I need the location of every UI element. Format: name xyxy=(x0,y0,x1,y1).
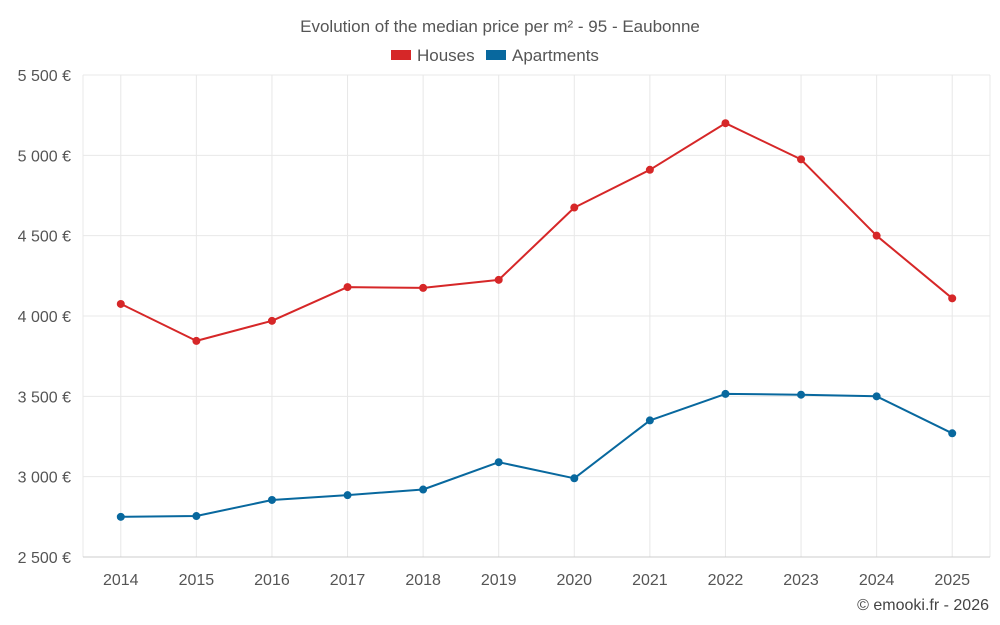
chart-title: Evolution of the median price per m² - 9… xyxy=(300,17,700,36)
data-point-houses xyxy=(267,316,276,325)
x-tick-label: 2016 xyxy=(254,572,290,589)
data-point-houses xyxy=(948,294,957,303)
data-point-houses xyxy=(721,119,730,128)
data-point-houses xyxy=(116,299,125,308)
data-point-houses xyxy=(494,275,503,284)
series-line-apartments xyxy=(120,392,953,518)
data-point-houses xyxy=(192,336,201,345)
x-tick-label: 2019 xyxy=(481,572,517,589)
data-point-apartments xyxy=(872,392,881,401)
data-point-houses xyxy=(570,203,579,212)
data-point-houses xyxy=(872,231,881,240)
x-tick-label: 2018 xyxy=(405,572,441,589)
data-point-houses xyxy=(645,165,654,174)
x-tick-label: 2017 xyxy=(330,572,366,589)
y-axis-ticks: 2 500 € 3 000 € 3 500 € 4 000 € 4 500 € 5 000… xyxy=(18,68,71,567)
y-tick-label: 2 500 € xyxy=(18,550,71,567)
y-tick-label: 4 500 € xyxy=(18,229,71,246)
x-tick-label: 2025 xyxy=(934,572,970,589)
y-tick-label: 5 500 € xyxy=(18,68,71,85)
y-tick-label: 3 500 € xyxy=(18,389,71,406)
data-point-apartments xyxy=(343,491,352,500)
series-line-houses xyxy=(120,122,953,342)
x-tick-label: 2015 xyxy=(179,572,215,589)
data-point-apartments xyxy=(267,495,276,504)
x-axis-ticks: 2014 2015 2016 2017 2018 2019 2020 2021 2022 2023… xyxy=(103,572,970,589)
x-tick-label: 2022 xyxy=(708,572,744,589)
x-tick-label: 2023 xyxy=(783,572,819,589)
credit-text: © emooki.fr - 2026 xyxy=(857,597,989,614)
x-tick-label: 2021 xyxy=(632,572,668,589)
y-tick-label: 5 000 € xyxy=(18,148,71,165)
x-tick-label: 2014 xyxy=(103,572,139,589)
grid xyxy=(82,74,991,558)
y-tick-label: 3 000 € xyxy=(18,470,71,487)
legend-swatch-houses[interactable] xyxy=(391,50,411,60)
data-point-apartments xyxy=(192,512,201,521)
data-point-houses xyxy=(343,283,352,292)
x-tick-label: 2024 xyxy=(859,572,895,589)
data-point-houses xyxy=(419,283,428,292)
data-point-apartments xyxy=(797,390,806,399)
series xyxy=(116,119,957,521)
data-point-apartments xyxy=(494,458,503,467)
data-point-apartments xyxy=(721,389,730,398)
data-point-apartments xyxy=(570,474,579,483)
y-tick-label: 4 000 € xyxy=(18,309,71,326)
x-tick-label: 2020 xyxy=(556,572,592,589)
data-point-apartments xyxy=(116,512,125,521)
data-point-apartments xyxy=(419,485,428,494)
legend-swatch-apartments[interactable] xyxy=(486,50,506,60)
data-point-houses xyxy=(797,155,806,164)
data-point-apartments xyxy=(948,429,957,438)
legend-label-houses[interactable]: Houses xyxy=(417,46,475,65)
data-point-apartments xyxy=(645,416,654,425)
legend-label-apartments[interactable]: Apartments xyxy=(512,46,599,65)
legend: Houses Apartments xyxy=(391,46,599,65)
